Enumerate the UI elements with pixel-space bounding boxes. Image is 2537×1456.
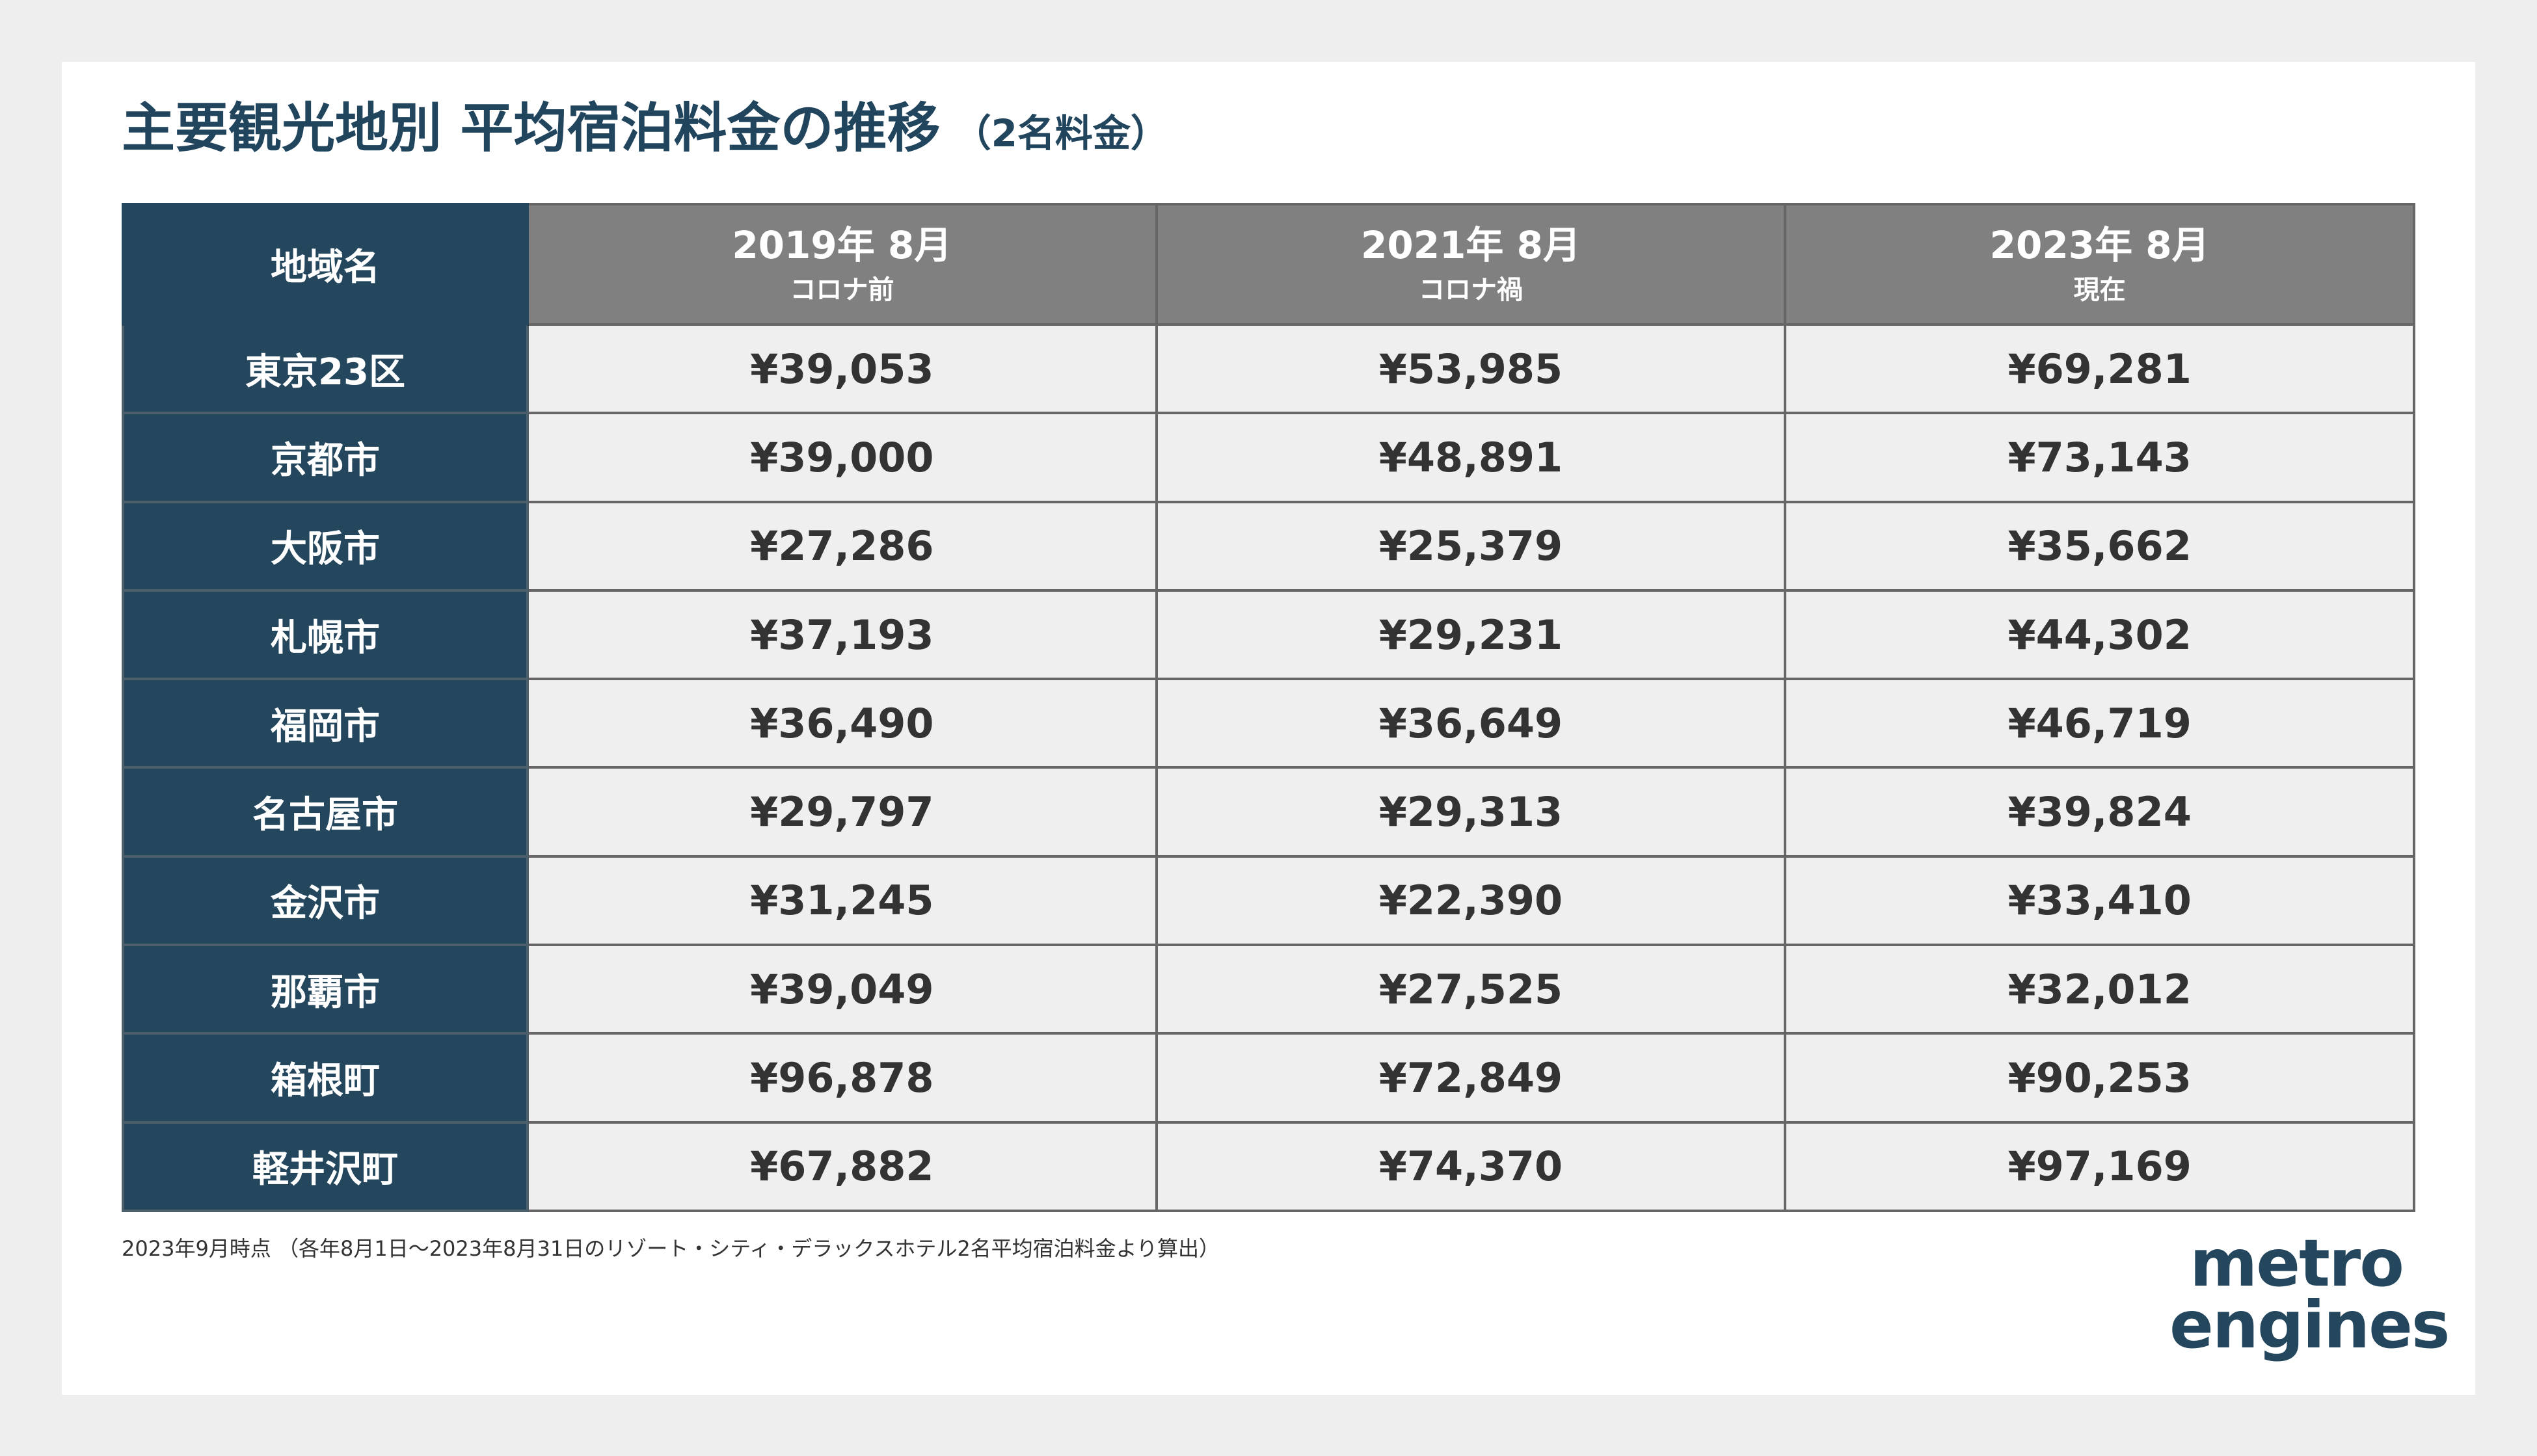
price-cell: ¥31,245 — [526, 854, 1158, 947]
table-row: 大阪市 ¥27,286 ¥25,379 ¥35,662 — [122, 500, 2415, 592]
region-cell: 京都市 — [122, 412, 529, 503]
price-cell: ¥27,286 — [526, 500, 1158, 592]
header-year: 2021年 8月 — [1360, 223, 1581, 268]
table-row: 那覇市 ¥39,049 ¥27,525 ¥32,012 — [122, 944, 2415, 1035]
table-row: 福岡市 ¥36,490 ¥36,649 ¥46,719 — [122, 678, 2415, 769]
price-cell: ¥29,797 — [526, 766, 1158, 858]
title-main: 主要観光地別 平均宿泊料金の推移 — [122, 98, 941, 159]
table-row: 軽井沢町 ¥67,882 ¥74,370 ¥97,169 — [122, 1120, 2415, 1213]
region-cell: 大阪市 — [122, 500, 529, 592]
price-cell: ¥39,824 — [1784, 766, 2415, 858]
header-2021: 2021年 8月 コロナ禍 — [1155, 203, 1787, 326]
title-sub: （2名料金） — [953, 111, 1168, 155]
price-cell: ¥90,253 — [1784, 1032, 2415, 1124]
price-cell: ¥32,012 — [1784, 944, 2415, 1035]
logo-line2: engines — [2169, 1287, 2450, 1363]
page-title: 主要観光地別 平均宿泊料金の推移 （2名料金） — [122, 94, 1168, 164]
price-cell: ¥44,302 — [1784, 589, 2415, 681]
metro-engines-logo: metro engines — [2169, 1225, 2450, 1363]
price-cell: ¥22,390 — [1155, 854, 1787, 947]
price-cell: ¥69,281 — [1784, 323, 2415, 415]
header-note: 現在 — [2073, 274, 2126, 305]
price-cell: ¥29,313 — [1155, 766, 1787, 858]
price-table: 地域名 2019年 8月 コロナ前 2021年 8月 コロナ禍 2023年 8月… — [122, 203, 2415, 1213]
price-cell: ¥74,370 — [1155, 1120, 1787, 1213]
price-cell: ¥39,000 — [526, 412, 1158, 503]
table-row: 東京23区 ¥39,053 ¥53,985 ¥69,281 — [122, 323, 2415, 415]
region-cell: 札幌市 — [122, 589, 529, 681]
price-cell: ¥73,143 — [1784, 412, 2415, 503]
price-cell: ¥39,053 — [526, 323, 1158, 415]
price-cell: ¥27,525 — [1155, 944, 1787, 1035]
region-cell: 軽井沢町 — [122, 1120, 529, 1213]
table-row: 京都市 ¥39,000 ¥48,891 ¥73,143 — [122, 412, 2415, 503]
content-card: 主要観光地別 平均宿泊料金の推移 （2名料金） 地域名 2019年 8月 コロナ前… — [62, 62, 2475, 1395]
price-cell: ¥25,379 — [1155, 500, 1787, 592]
region-cell: 金沢市 — [122, 854, 529, 947]
table-row: 金沢市 ¥31,245 ¥22,390 ¥33,410 — [122, 854, 2415, 947]
header-region: 地域名 — [122, 203, 529, 326]
header-2023: 2023年 8月 現在 — [1784, 203, 2415, 326]
price-cell: ¥48,891 — [1155, 412, 1787, 503]
region-cell: 福岡市 — [122, 678, 529, 769]
table-header-row: 地域名 2019年 8月 コロナ前 2021年 8月 コロナ禍 2023年 8月… — [122, 203, 2415, 326]
price-cell: ¥97,169 — [1784, 1120, 2415, 1213]
header-note: コロナ禍 — [1418, 274, 1523, 305]
price-cell: ¥39,049 — [526, 944, 1158, 1035]
header-2019: 2019年 8月 コロナ前 — [526, 203, 1158, 326]
price-cell: ¥46,719 — [1784, 678, 2415, 769]
price-cell: ¥37,193 — [526, 589, 1158, 681]
price-cell: ¥29,231 — [1155, 589, 1787, 681]
price-cell: ¥36,490 — [526, 678, 1158, 769]
table-row: 箱根町 ¥96,878 ¥72,849 ¥90,253 — [122, 1032, 2415, 1124]
price-cell: ¥35,662 — [1784, 500, 2415, 592]
footnote: 2023年9月時点 （各年8月1日〜2023年8月31日のリゾート・シティ・デラ… — [122, 1236, 1220, 1261]
region-cell: 那覇市 — [122, 944, 529, 1035]
table-row: 札幌市 ¥37,193 ¥29,231 ¥44,302 — [122, 589, 2415, 681]
price-cell: ¥53,985 — [1155, 323, 1787, 415]
logo-line1: metro — [2190, 1225, 2404, 1301]
table-row: 名古屋市 ¥29,797 ¥29,313 ¥39,824 — [122, 766, 2415, 858]
price-cell: ¥33,410 — [1784, 854, 2415, 947]
region-cell: 名古屋市 — [122, 766, 529, 858]
price-cell: ¥72,849 — [1155, 1032, 1787, 1124]
price-cell: ¥96,878 — [526, 1032, 1158, 1124]
header-year: 2019年 8月 — [732, 223, 952, 268]
price-cell: ¥36,649 — [1155, 678, 1787, 769]
header-year: 2023年 8月 — [1989, 223, 2210, 268]
region-cell: 東京23区 — [122, 323, 529, 415]
header-note: コロナ前 — [790, 274, 894, 305]
price-cell: ¥67,882 — [526, 1120, 1158, 1213]
region-cell: 箱根町 — [122, 1032, 529, 1124]
